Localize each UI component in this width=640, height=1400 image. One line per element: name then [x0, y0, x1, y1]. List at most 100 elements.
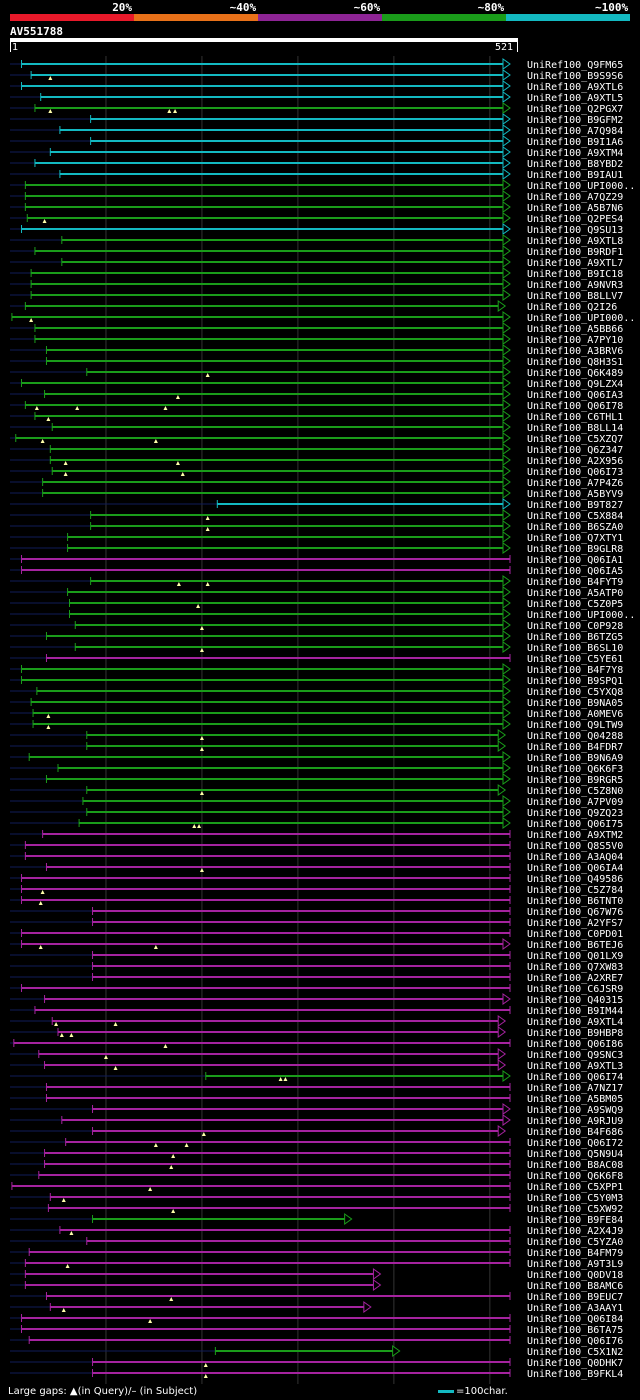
hit-label: UniRef100_A3BRV6 — [527, 346, 623, 357]
identity-color-legend — [10, 14, 630, 21]
hit-end-arrow — [502, 773, 511, 785]
hit-label: UniRef100_A9T3L9 — [527, 1259, 623, 1270]
hit-end-arrow — [502, 718, 511, 730]
hit-label: UniRef100_Q06IA5 — [527, 566, 623, 577]
gap-marker — [175, 461, 180, 465]
gap-marker — [40, 439, 45, 443]
hit-label: UniRef100_B4F7Y8 — [527, 665, 623, 676]
gap-marker — [175, 395, 180, 399]
hit-label: UniRef100_A9XTL5 — [527, 93, 623, 104]
hit-label: UniRef100_Q6Z347 — [527, 445, 623, 456]
hit-label: UniRef100_B9HBP8 — [527, 1028, 623, 1039]
hit-label: UniRef100_B9NA05 — [527, 698, 623, 709]
hit-label: UniRef100_UPI000.. — [527, 610, 635, 621]
hit-label: UniRef100_B8LLV7 — [527, 291, 623, 302]
hit-label: UniRef100_C5XW92 — [527, 1204, 623, 1215]
hit-label: UniRef100_Q9SU13 — [527, 225, 623, 236]
gap-marker — [54, 1022, 59, 1026]
hit-label: UniRef100_Q06IA3 — [527, 390, 623, 401]
hit-end-arrow — [502, 223, 511, 235]
hit-label: UniRef100_C5XZQ7 — [527, 434, 623, 445]
gap-marker — [61, 1308, 66, 1312]
hit-end-arrow — [502, 498, 511, 510]
gap-marker — [205, 582, 210, 586]
hit-label: UniRef100_Q06I75 — [527, 819, 623, 830]
legend-label: ~40% — [229, 1, 257, 14]
hit-label: UniRef100_B9EUC7 — [527, 1292, 623, 1303]
hit-label: UniRef100_B9RGR5 — [527, 775, 623, 786]
hit-label: UniRef100_A5B7N6 — [527, 203, 623, 214]
hit-label: UniRef100_B9N6A9 — [527, 753, 623, 764]
legend-label: ~60% — [353, 1, 381, 14]
hit-label: UniRef100_UPI000.. — [527, 313, 635, 324]
hit-end-arrow — [502, 113, 511, 125]
legend-segment — [506, 14, 630, 21]
hit-label: UniRef100_Q0DV18 — [527, 1270, 623, 1281]
hit-label: UniRef100_B9RDF1 — [527, 247, 623, 258]
hit-end-arrow — [502, 124, 511, 136]
hit-end-arrow — [502, 938, 511, 950]
hit-end-arrow — [502, 212, 511, 224]
hit-end-arrow — [502, 289, 511, 301]
gap-marker — [278, 1077, 283, 1081]
hit-label: UniRef100_B6TEJ6 — [527, 940, 623, 951]
hit-end-arrow — [372, 1279, 382, 1291]
hit-end-arrow — [502, 102, 511, 114]
hit-label: UniRef100_A7QZ29 — [527, 192, 623, 203]
gap-marker — [180, 472, 185, 476]
hit-label: UniRef100_A9XTL3 — [527, 1061, 623, 1072]
hit-end-arrow — [502, 509, 511, 521]
hit-end-arrow — [502, 234, 511, 246]
hit-end-arrow — [363, 1301, 372, 1313]
gap-marker — [171, 1209, 176, 1213]
hit-label: UniRef100_C6JSR9 — [527, 984, 623, 995]
identity-legend-labels: 20% ~40% ~60% ~80% ~100% — [10, 0, 630, 14]
hit-end-arrow — [502, 245, 511, 257]
hit-label: UniRef100_Q06I84 — [527, 1314, 623, 1325]
hit-end-arrow — [502, 795, 511, 807]
hit-label: UniRef100_C5Z0P5 — [527, 599, 623, 610]
gap-marker — [153, 439, 158, 443]
hit-label: UniRef100_C5YE61 — [527, 654, 623, 665]
gap-marker — [46, 725, 51, 729]
legend-segment — [134, 14, 258, 21]
hit-label: UniRef100_Q5N9U4 — [527, 1149, 623, 1160]
hit-label: UniRef100_B9IM44 — [527, 1006, 623, 1017]
hit-label: UniRef100_B9GFM2 — [527, 115, 623, 126]
hit-label: UniRef100_Q9LTW9 — [527, 720, 623, 731]
hit-label: UniRef100_B8AMC6 — [527, 1281, 623, 1292]
hit-label: UniRef100_A9XTL6 — [527, 82, 623, 93]
hit-end-arrow — [502, 179, 511, 191]
hit-end-arrow — [502, 58, 511, 70]
gap-marker — [153, 945, 158, 949]
hit-end-arrow — [502, 201, 511, 213]
hit-end-arrow — [502, 168, 511, 180]
query-ruler — [10, 38, 518, 42]
hit-end-arrow — [502, 355, 511, 367]
hit-end-arrow — [502, 421, 511, 433]
hit-end-arrow — [502, 597, 511, 609]
gap-marker — [192, 824, 197, 828]
gap-marker — [163, 1044, 168, 1048]
gap-marker — [61, 1198, 66, 1202]
legend-label: ~100% — [595, 1, 629, 14]
hit-label: UniRef100_Q7XW83 — [527, 962, 623, 973]
gap-marker — [46, 417, 51, 421]
hit-end-arrow — [502, 696, 511, 708]
hit-label: UniRef100_B6SZA0 — [527, 522, 623, 533]
gap-marker — [283, 1077, 288, 1081]
hit-label: UniRef100_B9I1A6 — [527, 137, 623, 148]
gap-marker — [42, 219, 47, 223]
hit-label: UniRef100_Q04288 — [527, 731, 623, 742]
hit-end-arrow — [372, 1268, 382, 1280]
hit-label: UniRef100_B9SPQ1 — [527, 676, 623, 687]
gap-marker — [113, 1066, 118, 1070]
hit-end-arrow — [502, 267, 511, 279]
hit-end-arrow — [502, 322, 511, 334]
gap-marker — [171, 1154, 176, 1158]
hit-label: UniRef100_B4FM79 — [527, 1248, 623, 1259]
hit-label: UniRef100_Q06I76 — [527, 1336, 623, 1347]
hit-label: UniRef100_C0PD01 — [527, 929, 623, 940]
hit-end-arrow — [502, 993, 511, 1005]
